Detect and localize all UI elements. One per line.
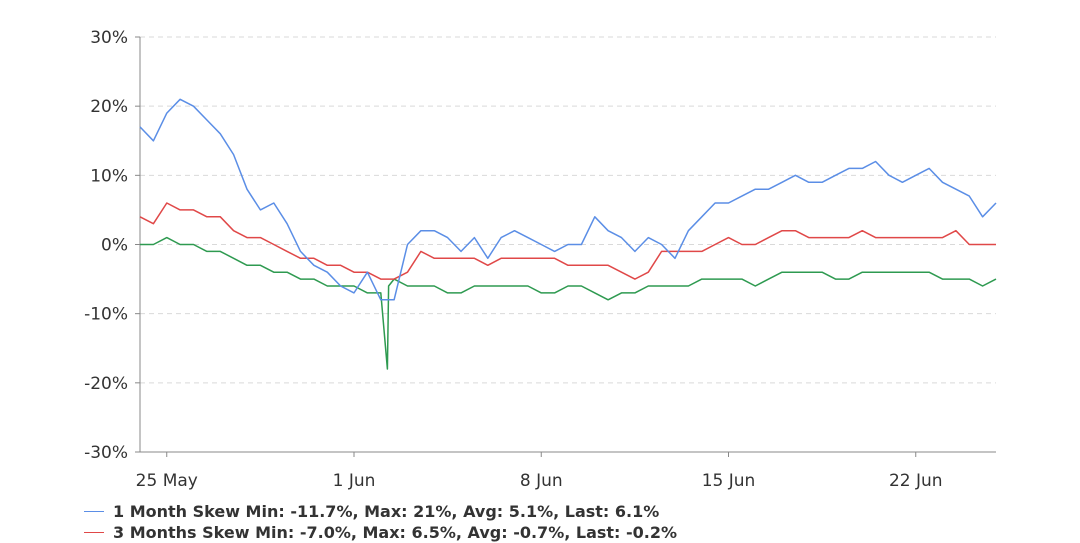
legend-label-1-month-skew: 1 Month Skew Min: -11.7%, Max: 21%, Avg:… bbox=[113, 502, 660, 521]
x-tick-label: 15 Jun bbox=[702, 471, 756, 491]
series-lines bbox=[139, 98, 997, 370]
x-axis-tick-labels: 25 May 1 Jun 8 Jun 15 Jun 22 Jun bbox=[136, 471, 943, 491]
series-line-3-months-skew bbox=[139, 202, 996, 280]
y-tick-label: -30% bbox=[84, 443, 128, 463]
legend-swatch-1-month-skew bbox=[84, 511, 104, 512]
y-tick-label: -20% bbox=[84, 374, 128, 394]
y-tick-label: -10% bbox=[84, 305, 128, 325]
y-tick-label: 30% bbox=[90, 28, 128, 48]
legend-item-3-months-skew[interactable]: 3 Months Skew Min: -7.0%, Max: 6.5%, Avg… bbox=[84, 522, 677, 543]
grid-lines bbox=[140, 36, 996, 384]
y-tick-label: 20% bbox=[90, 97, 128, 117]
y-axis-tick-labels: -30% -20% -10% 0% 10% 20% 30% bbox=[84, 28, 128, 463]
legend-label-3-months-skew: 3 Months Skew Min: -7.0%, Max: 6.5%, Avg… bbox=[113, 523, 678, 542]
axes bbox=[135, 36, 996, 457]
legend-item-1-month-skew[interactable]: 1 Month Skew Min: -11.7%, Max: 21%, Avg:… bbox=[84, 501, 677, 522]
x-tick-label: 25 May bbox=[136, 471, 198, 491]
x-tick-label: 1 Jun bbox=[333, 471, 376, 491]
series-line-1-month-skew bbox=[139, 98, 997, 301]
legend-swatch-3-months-skew bbox=[84, 532, 104, 533]
x-tick-label: 22 Jun bbox=[889, 471, 943, 491]
y-tick-label: 0% bbox=[101, 236, 128, 256]
series-line-green bbox=[140, 236, 997, 370]
x-tick-label: 8 Jun bbox=[520, 471, 563, 491]
legend: 1 Month Skew Min: -11.7%, Max: 21%, Avg:… bbox=[84, 501, 677, 543]
y-tick-label: 10% bbox=[90, 166, 128, 186]
